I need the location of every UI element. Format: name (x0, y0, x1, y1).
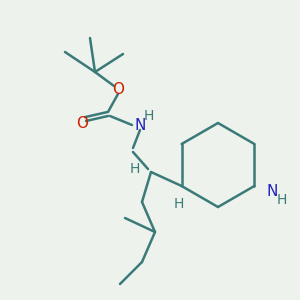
Text: H: H (173, 197, 184, 211)
Text: H: H (276, 193, 286, 207)
Text: O: O (76, 116, 88, 131)
Text: H: H (144, 109, 154, 123)
Text: N: N (267, 184, 278, 199)
Text: N: N (134, 118, 146, 133)
Text: H: H (130, 162, 140, 176)
Text: O: O (112, 82, 124, 98)
